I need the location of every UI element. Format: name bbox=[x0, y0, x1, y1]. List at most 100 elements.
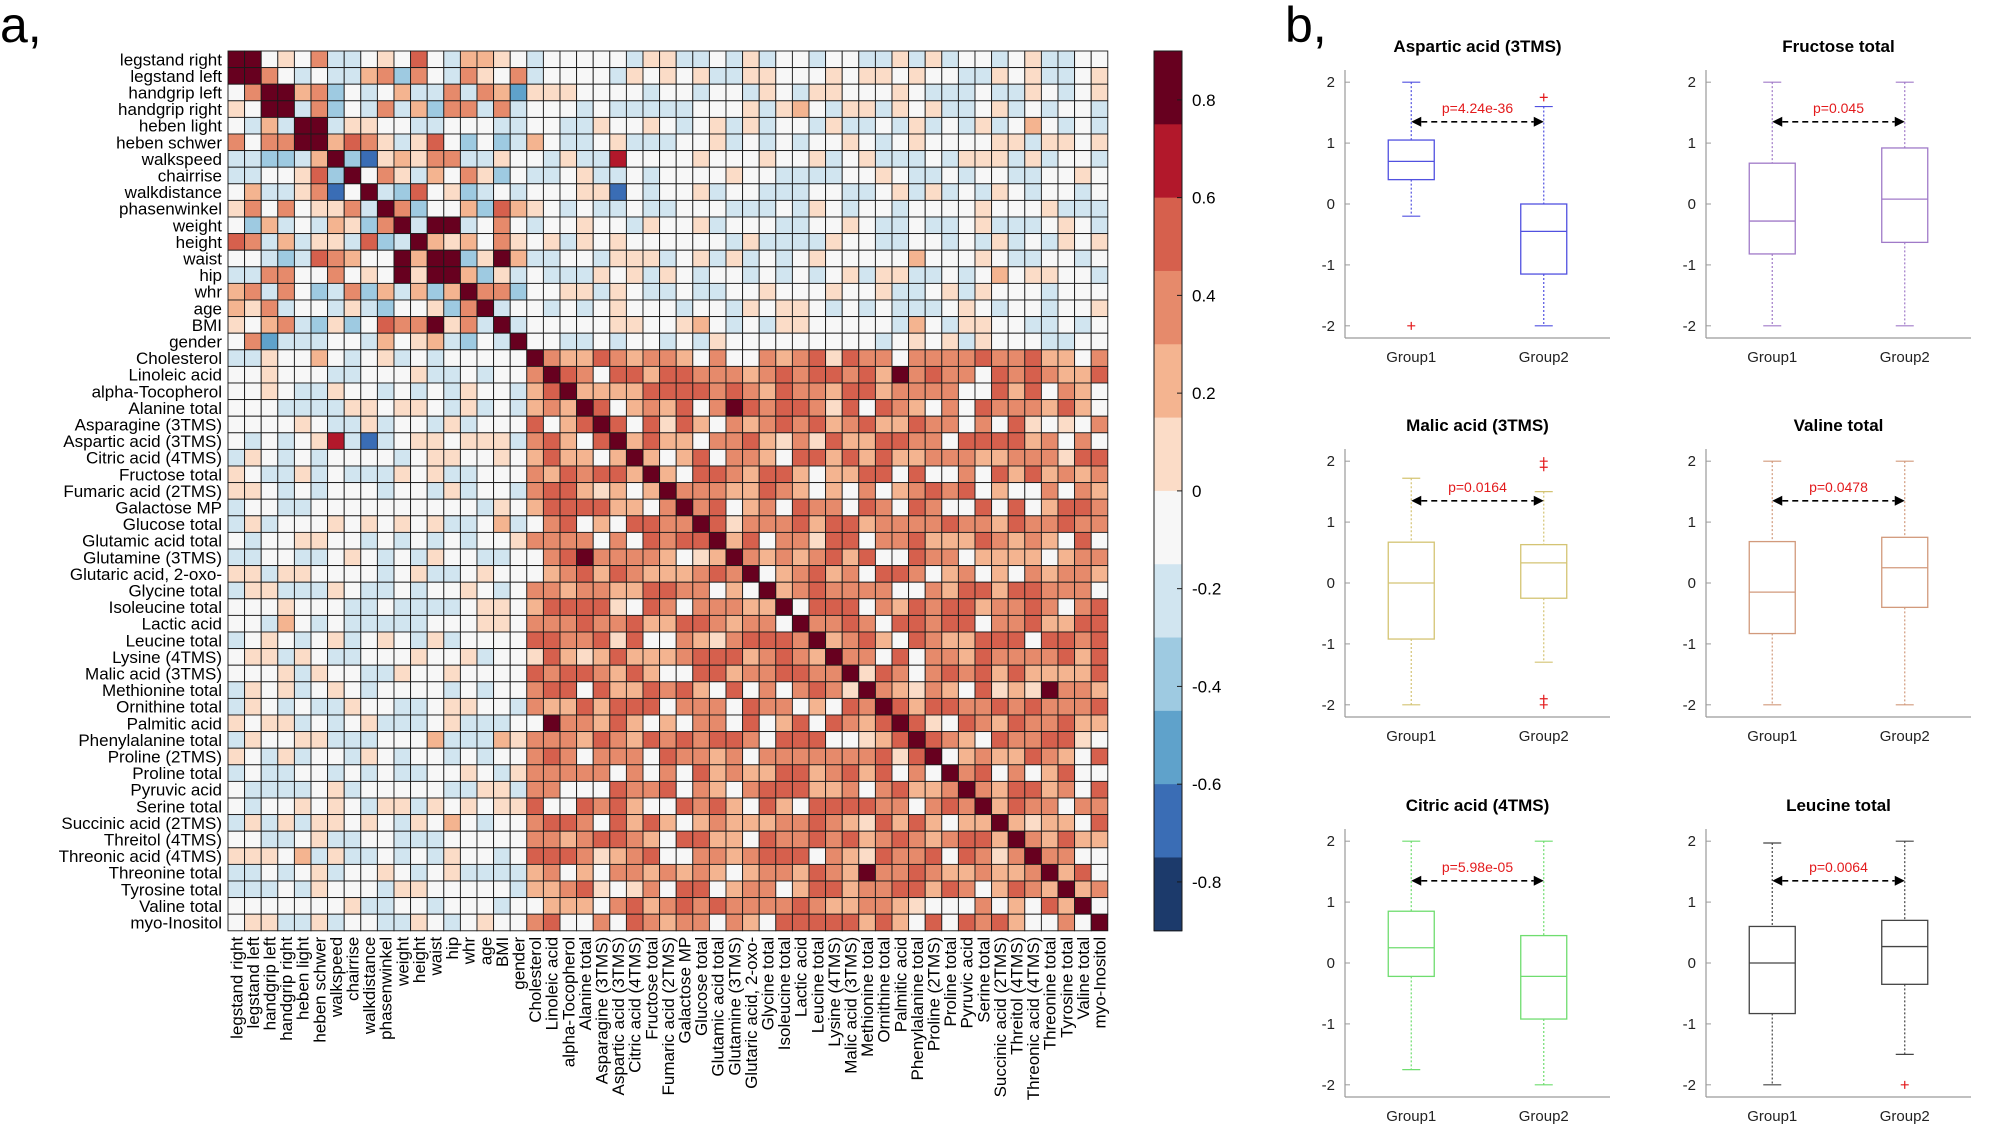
heatmap-cell bbox=[625, 830, 644, 849]
heatmap-cell bbox=[791, 482, 810, 500]
heatmap-cell bbox=[625, 631, 644, 650]
heatmap-cell bbox=[260, 498, 279, 517]
heatmap-cell bbox=[908, 830, 926, 849]
heatmap-row-label: Valine total bbox=[139, 897, 222, 916]
heatmap-cell bbox=[576, 150, 594, 168]
boxplot-y-tick-label: 1 bbox=[1688, 894, 1696, 911]
heatmap-cell bbox=[592, 648, 611, 666]
heatmap-cell bbox=[360, 648, 378, 666]
heatmap-col-label: Glutamine (3TMS) bbox=[725, 937, 744, 1076]
heatmap-cell bbox=[858, 166, 876, 185]
heatmap-cell bbox=[393, 199, 412, 218]
heatmap-cell bbox=[791, 913, 810, 932]
heatmap-cell bbox=[443, 515, 461, 533]
heatmap-cell bbox=[874, 183, 893, 201]
heatmap-cell bbox=[310, 482, 329, 500]
heatmap-cell bbox=[725, 565, 744, 583]
heatmap-row-label: Succinic acid (2TMS) bbox=[61, 814, 222, 833]
heatmap-cell bbox=[310, 847, 329, 865]
heatmap-cell bbox=[1074, 897, 1092, 915]
heatmap-cell bbox=[908, 648, 926, 666]
heatmap-cell bbox=[825, 332, 843, 351]
heatmap-cell bbox=[227, 747, 246, 766]
heatmap-cell bbox=[991, 448, 1009, 467]
heatmap-cell bbox=[991, 614, 1009, 633]
boxplot-box bbox=[1881, 919, 1929, 985]
heatmap-cell bbox=[592, 863, 611, 882]
heatmap-cell bbox=[426, 299, 445, 318]
heatmap-cell bbox=[1057, 847, 1076, 865]
heatmap-cell bbox=[1007, 714, 1026, 733]
heatmap-cell bbox=[443, 648, 461, 666]
heatmap-col-label: heben schwer bbox=[310, 936, 329, 1042]
boxplot-y-tick-label: 2 bbox=[1327, 833, 1335, 850]
heatmap-cell bbox=[1074, 697, 1092, 716]
heatmap-row-label: phasenwinkel bbox=[119, 200, 222, 219]
heatmap-cell bbox=[509, 648, 528, 666]
boxplot-x-tick-label: Group2 bbox=[1880, 728, 1930, 745]
heatmap-cell bbox=[509, 166, 528, 185]
heatmap-cell bbox=[758, 565, 777, 583]
heatmap-cell bbox=[692, 133, 710, 152]
heatmap-cell bbox=[692, 166, 710, 185]
heatmap-cell bbox=[891, 349, 910, 367]
heatmap-cell bbox=[1090, 216, 1109, 235]
heatmap-cell bbox=[692, 531, 710, 550]
heatmap-cell bbox=[908, 399, 926, 417]
heatmap-cell bbox=[1040, 531, 1059, 550]
heatmap-cell bbox=[459, 731, 478, 749]
heatmap-cell bbox=[974, 50, 993, 69]
heatmap-cell bbox=[260, 415, 279, 434]
heatmap-cell bbox=[908, 166, 926, 185]
heatmap-cell bbox=[343, 581, 362, 600]
heatmap-cell bbox=[1040, 913, 1059, 932]
heatmap-cell bbox=[343, 515, 362, 533]
heatmap-cell bbox=[924, 664, 943, 683]
heatmap-cell bbox=[559, 764, 578, 782]
heatmap-cell bbox=[825, 116, 843, 135]
heatmap-cell bbox=[908, 233, 926, 251]
heatmap-cell bbox=[1007, 266, 1026, 284]
heatmap-row-label: Citric acid (4TMS) bbox=[86, 449, 222, 468]
heatmap-cell bbox=[1040, 299, 1059, 318]
heatmap-cell bbox=[825, 780, 843, 799]
heatmap-cell bbox=[858, 365, 876, 384]
heatmap-cell bbox=[260, 399, 279, 417]
heatmap-cell bbox=[924, 631, 943, 650]
heatmap-cell bbox=[327, 648, 345, 666]
heatmap-cell bbox=[991, 565, 1009, 583]
heatmap-cell bbox=[476, 498, 495, 517]
heatmap-cell bbox=[1074, 382, 1092, 401]
heatmap-cell bbox=[858, 731, 876, 749]
heatmap-cell bbox=[957, 216, 976, 235]
heatmap-cell bbox=[360, 897, 378, 915]
heatmap-cell bbox=[559, 714, 578, 733]
heatmap-cell bbox=[692, 83, 710, 102]
heatmap-cell bbox=[1074, 631, 1092, 650]
heatmap-cell bbox=[642, 382, 661, 401]
heatmap-col-label: Fructose total bbox=[642, 937, 661, 1040]
heatmap-cell bbox=[742, 332, 760, 351]
heatmap-row-label: Cholesterol bbox=[136, 349, 222, 368]
heatmap-cell bbox=[426, 482, 445, 500]
heatmap-cell bbox=[692, 913, 710, 932]
heatmap-cell bbox=[675, 100, 694, 118]
heatmap-cell bbox=[841, 681, 860, 699]
heatmap-cell bbox=[1040, 515, 1059, 533]
heatmap-cell bbox=[791, 797, 810, 816]
heatmap-cell bbox=[542, 797, 561, 816]
heatmap-cell bbox=[410, 913, 428, 932]
heatmap-cell bbox=[493, 216, 511, 235]
heatmap-cell bbox=[609, 814, 627, 832]
heatmap-cell bbox=[974, 581, 993, 600]
heatmap-cell bbox=[825, 565, 843, 583]
heatmap-cell bbox=[924, 498, 943, 517]
heatmap-cell bbox=[559, 498, 578, 517]
heatmap-cell bbox=[991, 282, 1009, 301]
heatmap-cell bbox=[310, 266, 329, 284]
heatmap-cell bbox=[775, 67, 793, 85]
heatmap-cell bbox=[924, 465, 943, 484]
heatmap-cell bbox=[858, 482, 876, 500]
heatmap-cell bbox=[443, 714, 461, 733]
heatmap-cell bbox=[343, 83, 362, 102]
